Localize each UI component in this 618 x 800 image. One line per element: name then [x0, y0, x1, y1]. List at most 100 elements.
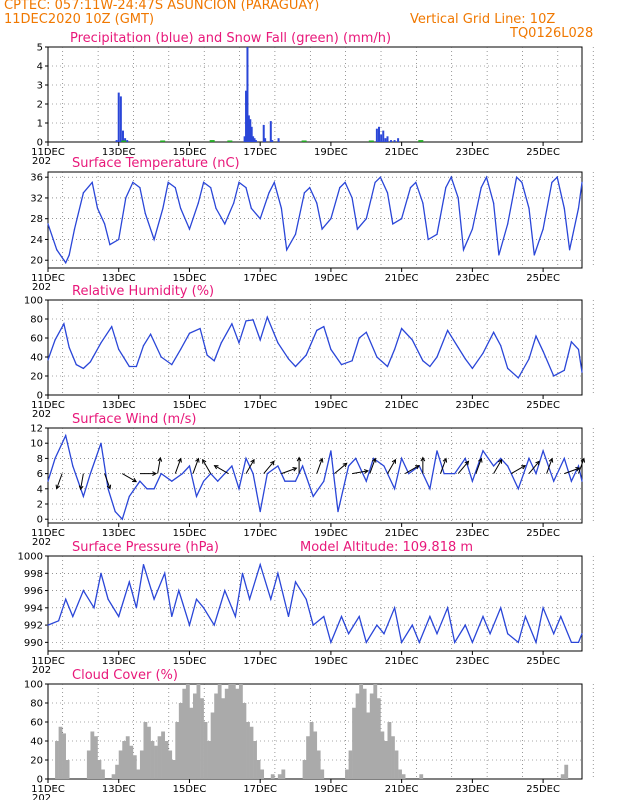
- temperature-point: [139, 186, 141, 189]
- temperature-point: [492, 202, 495, 204]
- wind-point: [436, 450, 438, 452]
- wind-point: [114, 511, 116, 513]
- temperature-point: [577, 207, 580, 209]
- pressure-point: [330, 641, 332, 643]
- precipitation-ytick-label: 5: [37, 43, 43, 54]
- wind-point: [224, 473, 226, 475]
- wind-arrow-head: [78, 485, 84, 491]
- cloud-bar: [214, 693, 219, 779]
- precip-bar: [253, 138, 256, 142]
- humidity-xtick-label: 19DEC: [314, 400, 348, 411]
- temperature-point: [401, 218, 403, 220]
- temperature-point: [422, 202, 424, 204]
- temperature-xtick-label: 23DEC: [456, 273, 490, 284]
- humidity-point: [54, 339, 56, 341]
- precip-bar: [269, 121, 272, 142]
- temperature-point: [515, 176, 518, 178]
- humidity-xtick-label: 21DEC: [385, 400, 419, 411]
- cloud-bar: [101, 769, 105, 779]
- humidity-point: [206, 354, 208, 356]
- pressure-point: [107, 598, 109, 600]
- temperature-point: [286, 249, 288, 251]
- pressure-point: [429, 615, 431, 618]
- cloud-bar: [394, 750, 399, 779]
- wind-ytick-label: 8: [37, 454, 43, 465]
- humidity-point: [128, 365, 130, 368]
- humidity-point: [386, 365, 389, 368]
- temperature-xtick-label: 25DEC: [526, 273, 560, 284]
- pressure-point: [224, 589, 226, 592]
- wind-ytick-label: 2: [37, 500, 43, 511]
- precip-bar: [247, 115, 250, 142]
- precipitation-xtick-label: 21DEC: [385, 147, 419, 158]
- precip-bar: [243, 136, 246, 142]
- pressure-point: [401, 641, 403, 643]
- cloud-ytick-label: 20: [30, 756, 43, 767]
- cloud-bar: [352, 707, 356, 779]
- humidity-point: [422, 360, 424, 362]
- wind-point: [171, 480, 173, 482]
- precipitation-xtick-label: 13DEC: [102, 147, 136, 158]
- humidity-point: [457, 346, 459, 349]
- cloud-bar: [192, 693, 197, 779]
- precipitation-xtick-label: 23DEC: [456, 147, 490, 158]
- temperature-point: [321, 228, 323, 230]
- cloud-bar: [139, 750, 144, 779]
- cloud-ytick-label: 60: [30, 718, 43, 729]
- pressure-point: [294, 581, 297, 583]
- precipitation-xtick-label: 25DEC: [526, 147, 560, 158]
- wind-arrow-head: [202, 458, 207, 464]
- humidity-point: [492, 331, 495, 333]
- cloud-bar: [164, 741, 169, 779]
- cloud-bar: [132, 755, 137, 779]
- wind-xtick-label: 19DEC: [314, 528, 348, 539]
- pressure-ytick-label: 996: [24, 586, 43, 597]
- wind-point: [266, 473, 268, 475]
- wind-point: [107, 488, 109, 490]
- temperature-point: [457, 197, 459, 199]
- temperature-point: [581, 181, 583, 183]
- cloud-bar: [380, 731, 385, 779]
- wind-arrow: [316, 458, 323, 474]
- humidity-title: Relative Humidity (%): [72, 284, 214, 299]
- wind-point: [323, 480, 325, 482]
- wind-arrow: [122, 473, 137, 483]
- wind-point: [464, 457, 466, 459]
- temperature-point: [109, 244, 111, 246]
- humidity-xtick-label: 13DEC: [102, 400, 136, 411]
- wind-point: [54, 457, 56, 459]
- cloud-bar: [207, 741, 211, 779]
- temperature-point: [238, 181, 240, 183]
- temperature-point: [259, 218, 261, 220]
- cloud-bar: [369, 693, 374, 779]
- pressure-line: [47, 562, 583, 645]
- snow-bar: [368, 140, 374, 142]
- temperature-point: [374, 181, 376, 183]
- cloud-chart: 0 20 40 60 80 100 11DEC 13DEC 15DEC 17DEC 19DEC 21D…: [24, 668, 594, 800]
- pressure-xtick-label: 19DEC: [314, 656, 348, 667]
- wind-point: [181, 473, 183, 475]
- pressure-point: [393, 607, 396, 609]
- humidity-ytick-label: 80: [30, 315, 43, 326]
- pressure-point: [47, 624, 49, 626]
- wind-xtick-label: 23DEC: [456, 528, 490, 539]
- humidity-point: [577, 348, 580, 350]
- humidity-xtick-label: 23DEC: [456, 400, 490, 411]
- pressure-point: [178, 589, 180, 592]
- temperature-point: [125, 197, 127, 199]
- pressure-point: [471, 641, 473, 643]
- wind-point: [252, 473, 254, 475]
- wind-point: [203, 480, 205, 482]
- temperature-xtick-label: 11DEC: [31, 273, 65, 284]
- pressure-point: [535, 641, 537, 643]
- wind-arrow-head: [478, 457, 483, 463]
- snow-bar: [418, 140, 424, 142]
- humidity-point: [266, 316, 268, 318]
- wind-arrow: [245, 459, 255, 474]
- precip-bar: [271, 140, 274, 142]
- temperature-point: [82, 192, 84, 194]
- temperature-point: [245, 186, 247, 189]
- pressure-point: [542, 607, 544, 609]
- temperature-point: [224, 223, 226, 225]
- cloud-bar: [154, 745, 158, 779]
